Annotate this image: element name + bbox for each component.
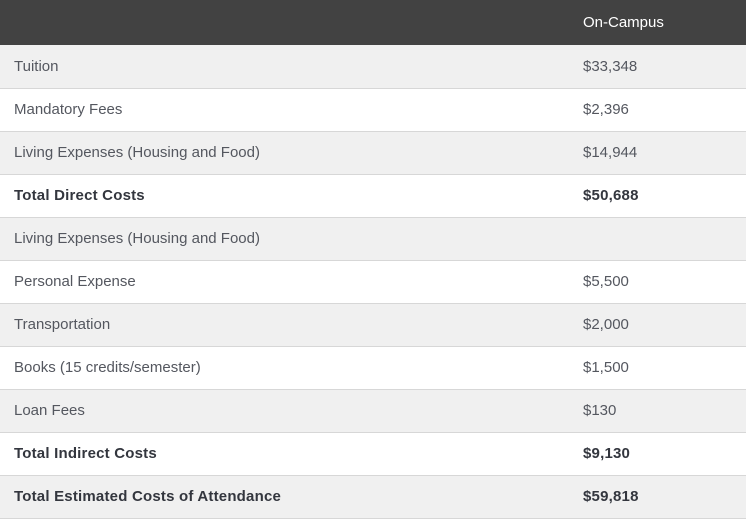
table-row: Tuition $33,348 (0, 45, 746, 88)
table-row: Personal Expense $5,500 (0, 260, 746, 303)
row-label: Total Indirect Costs (14, 445, 157, 462)
table-head: On-Campus (0, 0, 746, 45)
row-value: $2,000 (583, 316, 629, 333)
row-label: Transportation (14, 316, 111, 333)
cost-table-body: Tuition $33,348 Mandatory Fees $2,396 Li… (0, 45, 746, 518)
table-row: Transportation $2,000 (0, 303, 746, 346)
row-label: Living Expenses (Housing and Food) (14, 230, 260, 247)
row-value: $59,818 (583, 488, 639, 505)
row-value: $14,944 (583, 144, 638, 161)
table-row: Books (15 credits/semester) $1,500 (0, 346, 746, 389)
table-row: Living Expenses (Housing and Food) $14,9… (0, 131, 746, 174)
row-label: Personal Expense (14, 273, 136, 290)
row-label: Loan Fees (14, 402, 85, 419)
table-row: Mandatory Fees $2,396 (0, 88, 746, 131)
row-label: Living Expenses (Housing and Food) (14, 144, 260, 161)
row-value: $1,500 (583, 359, 629, 376)
row-value: $5,500 (583, 273, 629, 290)
table-row: Total Estimated Costs of Attendance $59,… (0, 475, 746, 518)
row-value: $33,348 (583, 57, 638, 75)
row-value: $2,396 (583, 101, 629, 118)
table-row: Loan Fees $130 (0, 389, 746, 432)
table-row: Total Indirect Costs $9,130 (0, 432, 746, 475)
row-label: Mandatory Fees (14, 101, 123, 118)
row-label: Books (15 credits/semester) (14, 359, 201, 376)
row-label: Tuition (14, 57, 59, 75)
table-header-row: On-Campus (0, 0, 746, 45)
table-row: Living Expenses (Housing and Food) (0, 217, 746, 260)
row-value: $9,130 (583, 445, 631, 462)
row-value: $130 (583, 402, 617, 419)
header-on-campus: On-Campus (583, 14, 664, 31)
row-value: $50,688 (583, 187, 639, 204)
row-label: Total Direct Costs (14, 187, 145, 204)
cost-of-attendance-table: On-Campus Tuition $33,348 Mandatory Fees… (0, 0, 746, 518)
row-value (569, 217, 746, 260)
row-label: Total Estimated Costs of Attendance (14, 488, 282, 505)
table-row: Total Direct Costs $50,688 (0, 174, 746, 217)
header-label-cell (0, 0, 569, 45)
